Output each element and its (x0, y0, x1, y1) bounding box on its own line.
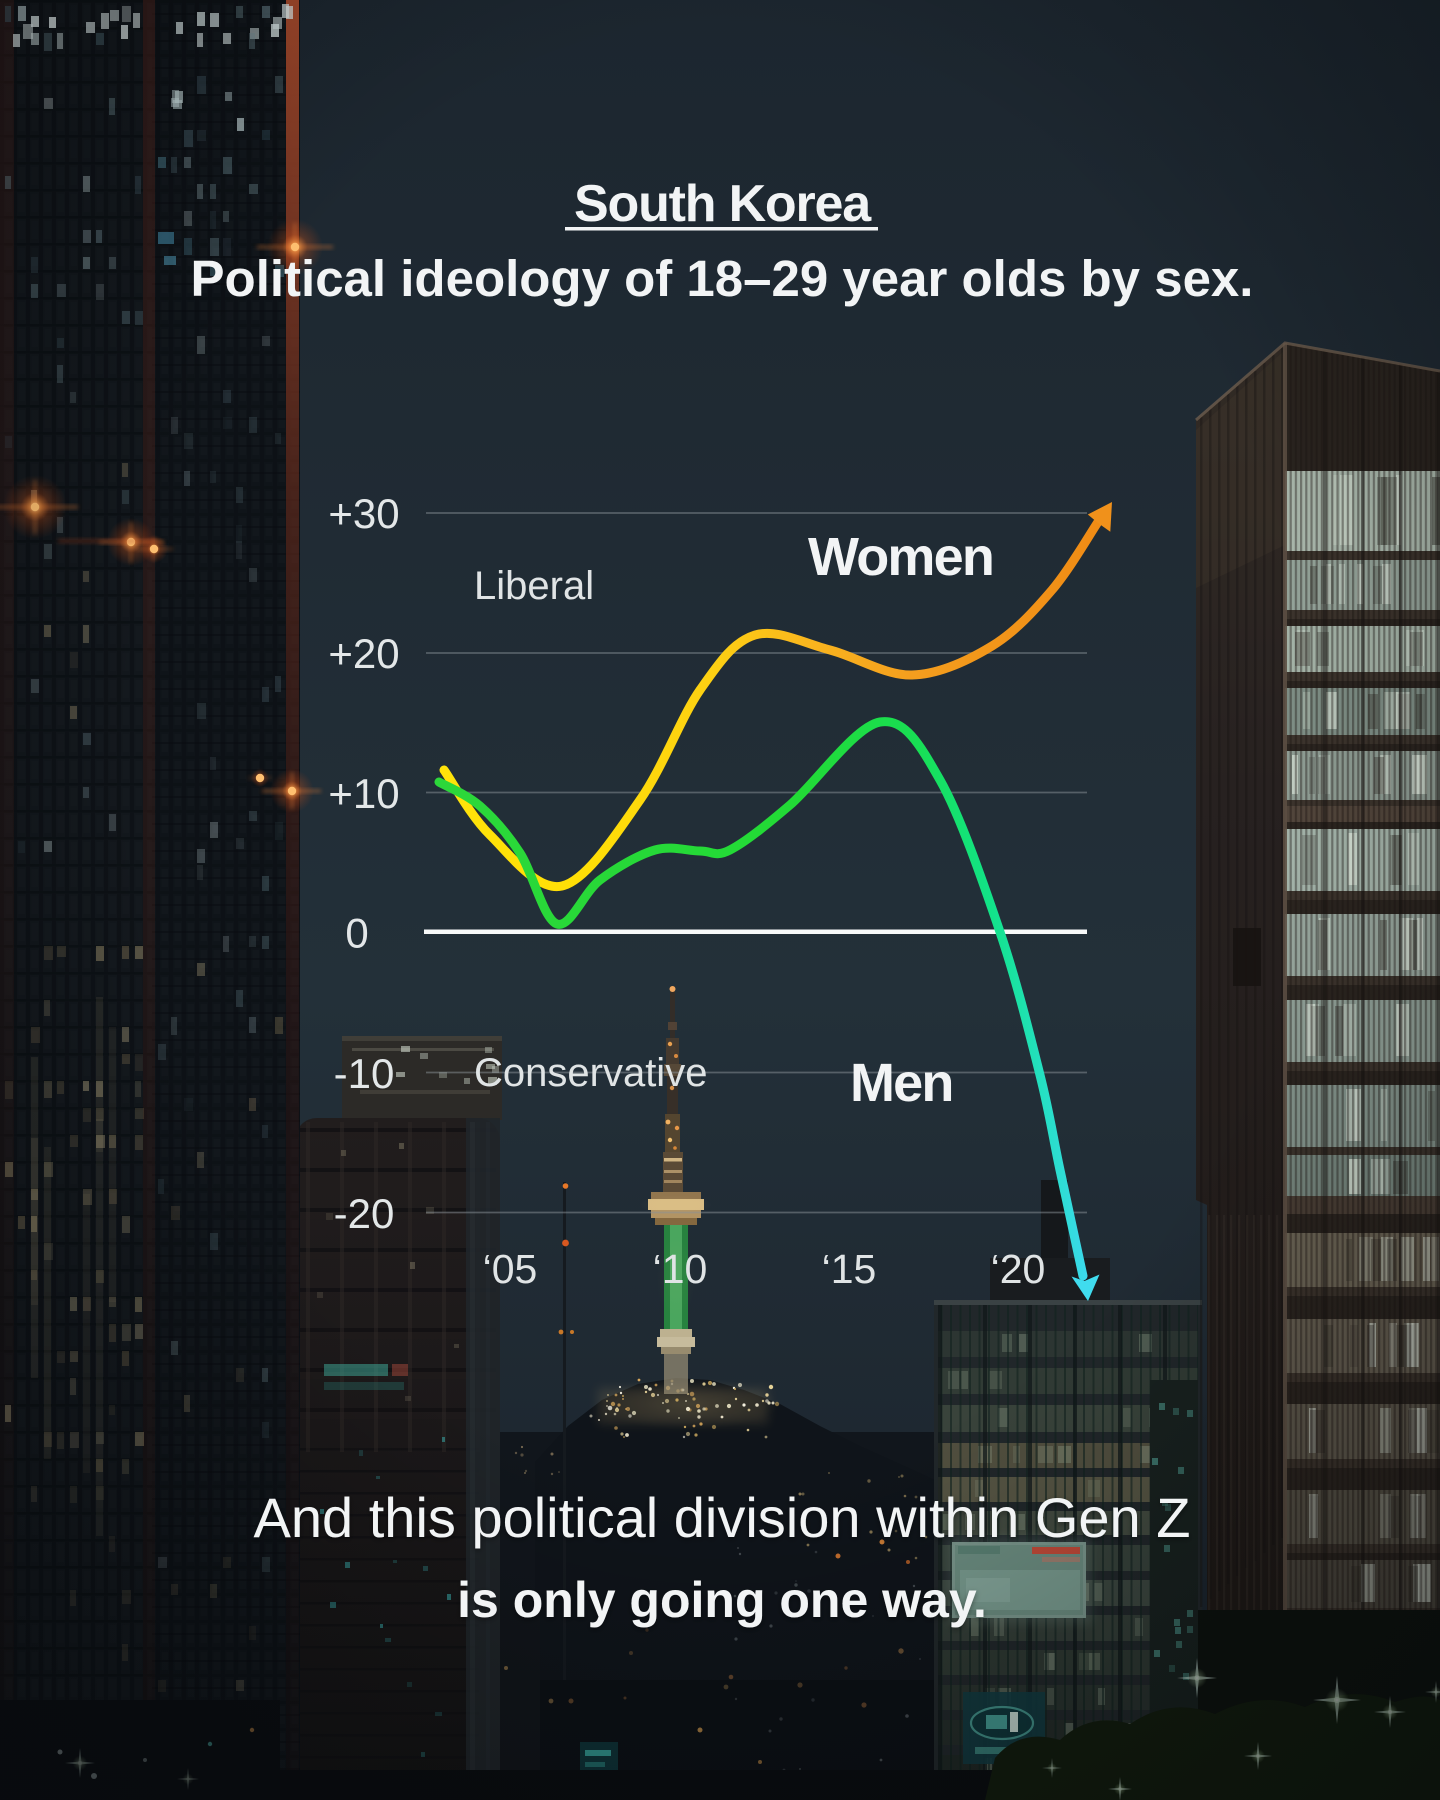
svg-text:Women: Women (808, 527, 993, 587)
svg-text:+10: +10 (328, 770, 399, 817)
svg-text:+30: +30 (328, 490, 399, 537)
svg-text:-20: -20 (334, 1190, 395, 1237)
svg-text:‘05: ‘05 (483, 1246, 538, 1292)
svg-text:Men: Men (850, 1053, 953, 1113)
svg-text:‘10: ‘10 (653, 1246, 708, 1292)
svg-text:Political ideology of 18–29 ye: Political ideology of 18–29 year olds by… (191, 250, 1254, 307)
svg-text:0: 0 (345, 910, 368, 957)
svg-text:And this political division wi: And this political division within Gen Z (254, 1486, 1191, 1549)
svg-text:‘20: ‘20 (991, 1246, 1046, 1292)
svg-text:-10: -10 (334, 1050, 395, 1097)
svg-text:‘15: ‘15 (822, 1246, 877, 1292)
svg-text:+20: +20 (328, 630, 399, 677)
svg-text:is only going one way.: is only going one way. (457, 1572, 987, 1628)
svg-text:South Korea: South Korea (574, 175, 872, 233)
svg-text:Liberal: Liberal (474, 564, 594, 608)
svg-text:Conservative: Conservative (474, 1051, 707, 1095)
